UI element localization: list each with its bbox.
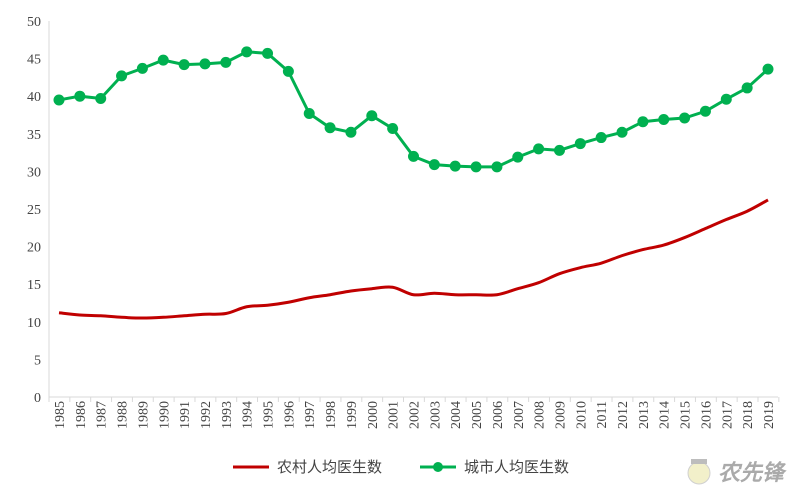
data-point-1	[553, 144, 565, 156]
x-tick-label: 1998	[324, 401, 339, 429]
y-tick-label: 0	[34, 391, 41, 406]
x-tick-label: 2015	[679, 401, 694, 429]
x-tick-label: 1992	[199, 401, 214, 429]
y-tick-label: 20	[27, 241, 41, 256]
data-point-1	[637, 116, 649, 128]
x-tick-label: 2001	[387, 401, 402, 429]
data-point-1	[449, 160, 461, 172]
data-point-1	[74, 90, 86, 102]
data-point-1	[95, 92, 107, 104]
x-tick-label: 2007	[512, 401, 527, 429]
data-point-1	[53, 94, 65, 106]
data-point-1	[616, 126, 628, 138]
x-tick-label: 2011	[595, 401, 610, 428]
x-tick-label: 1989	[136, 401, 151, 429]
x-tick-label: 1999	[345, 401, 360, 429]
data-point-1	[512, 151, 524, 163]
x-tick-label: 2012	[616, 401, 631, 429]
y-tick-label: 30	[27, 165, 41, 180]
data-point-1	[491, 161, 503, 173]
y-tick-label: 5	[34, 353, 41, 368]
data-point-1	[741, 82, 753, 94]
data-point-1	[366, 110, 378, 122]
x-tick-label: 1991	[178, 401, 193, 429]
x-tick-label: 2006	[491, 401, 506, 429]
x-tick-label: 2014	[658, 401, 673, 429]
x-tick-label: 2004	[449, 401, 464, 429]
legend-label-rural: 农村人均医生数	[276, 460, 382, 476]
data-point-1	[428, 159, 440, 171]
data-point-1	[116, 70, 128, 82]
data-point-1	[345, 126, 357, 138]
x-tick-label: 1987	[95, 401, 110, 429]
legend-item-rural: 农村人均医生数	[231, 456, 382, 477]
data-point-1	[220, 56, 232, 68]
x-tick-label: 1988	[116, 401, 131, 429]
data-point-1	[136, 62, 148, 74]
data-point-1	[720, 93, 732, 105]
data-point-1	[241, 46, 253, 58]
data-point-1	[157, 54, 169, 66]
data-point-1	[262, 47, 274, 59]
watermark-logo: 农先锋	[684, 455, 784, 487]
data-point-1	[324, 122, 336, 134]
data-point-1	[762, 63, 774, 75]
x-tick-label: 2000	[366, 401, 381, 429]
y-tick-label: 10	[27, 316, 41, 331]
x-tick-label: 2002	[408, 401, 423, 429]
data-point-1	[303, 107, 315, 119]
watermark-text: 农先锋	[717, 461, 784, 486]
data-point-1	[574, 138, 586, 150]
x-tick-label: 2016	[699, 401, 714, 429]
legend-label-urban: 城市人均医生数	[464, 460, 570, 476]
data-point-1	[533, 143, 545, 155]
line-chart: 0 5 10 15 20 25 30 35 40 45 50 1985 1986 1987 1988 1989…	[27, 15, 780, 429]
y-tick-label: 40	[27, 90, 41, 105]
x-tick-label: 1990	[157, 401, 172, 429]
legend-swatch-rural	[232, 465, 269, 468]
x-tick-label: 2003	[428, 401, 443, 429]
x-tick-label: 1994	[241, 401, 256, 429]
series-line-0	[58, 198, 769, 320]
y-tick-label: 15	[27, 278, 41, 293]
y-tick-label: 25	[27, 203, 41, 218]
x-tick-label: 2019	[762, 401, 777, 429]
x-tick-label: 2010	[574, 401, 589, 429]
data-point-1	[658, 114, 670, 126]
data-point-1	[679, 112, 691, 124]
x-tick-label: 2009	[553, 401, 568, 429]
data-point-1	[282, 65, 294, 77]
legend: 农村人均医生数 城市人均医生数	[0, 456, 800, 477]
data-point-1	[699, 105, 711, 117]
x-tick-label: 1993	[220, 401, 235, 429]
x-tick-label: 2018	[741, 401, 756, 429]
data-point-1	[408, 150, 419, 162]
x-tick-label: 2017	[720, 401, 735, 429]
data-point-1	[387, 123, 399, 135]
mascot-icon	[687, 459, 711, 485]
x-tick-label: 2005	[470, 401, 485, 429]
data-point-1	[178, 59, 190, 71]
x-tick-label: 2013	[637, 401, 652, 429]
legend-item-urban: 城市人均医生数	[418, 456, 569, 477]
x-tick-label: 1986	[74, 401, 89, 429]
y-tick-label: 50	[27, 15, 41, 30]
y-tick-label: 35	[27, 128, 41, 143]
legend-swatch-urban	[420, 461, 456, 472]
data-point-1	[595, 132, 607, 144]
x-tick-label: 1985	[53, 401, 68, 429]
x-tick-label: 1997	[303, 401, 318, 429]
x-tick-label: 2008	[533, 401, 548, 429]
x-tick-label: 1996	[282, 401, 297, 429]
data-point-1	[470, 161, 482, 173]
y-tick-label: 45	[27, 53, 41, 68]
data-point-1	[199, 58, 211, 70]
series-line-1	[58, 50, 770, 169]
x-tick-label: 1995	[262, 401, 277, 429]
